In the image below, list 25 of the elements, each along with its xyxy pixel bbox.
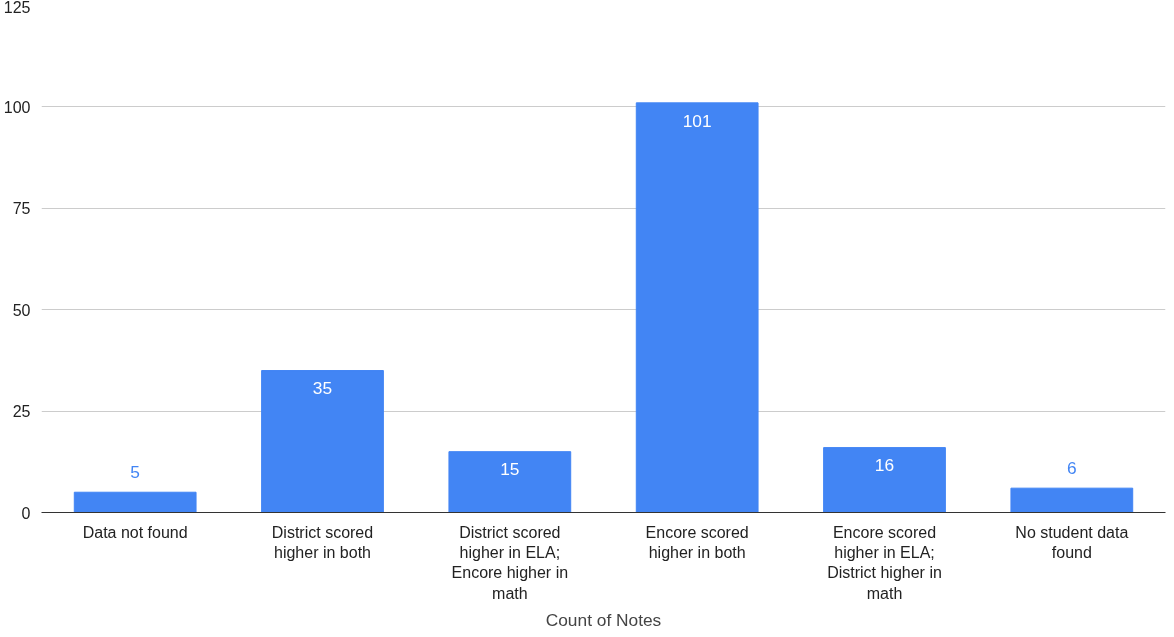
- x-tick-label: Encore scored higher in ELA; District higher in math: [827, 523, 942, 602]
- x-tick-label: Data not found: [82, 523, 188, 541]
- y-tick-label: 75: [12, 200, 31, 218]
- x-tick-label: No student data found: [1015, 523, 1129, 561]
- data-label: 16: [874, 455, 895, 476]
- y-tick-label: 50: [12, 301, 31, 319]
- y-tick-label: 25: [12, 403, 31, 421]
- data-label: 15: [500, 459, 520, 480]
- x-axis-title: Count of Notes: [545, 609, 662, 630]
- bar: [635, 102, 759, 513]
- y-tick-label: 100: [3, 98, 31, 116]
- data-label: 101: [682, 110, 712, 131]
- x-tick-label: Encore scored higher in both: [645, 523, 749, 561]
- bar: [1010, 487, 1134, 513]
- y-tick-label: 125: [3, 0, 31, 16]
- data-label: 35: [312, 378, 333, 399]
- bar: [448, 451, 572, 513]
- x-tick-label: District scored higher in ELA; Encore higher in math: [451, 523, 569, 602]
- data-label: 6: [1067, 457, 1077, 478]
- bar: [261, 370, 384, 513]
- x-tick-label: District scored higher in both: [271, 523, 374, 561]
- y-tick-label: 0: [21, 504, 31, 522]
- bar: [73, 491, 197, 513]
- bar: [823, 447, 946, 513]
- data-label: 5: [130, 461, 140, 482]
